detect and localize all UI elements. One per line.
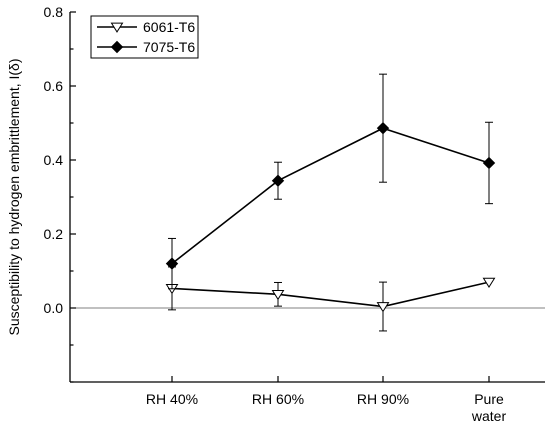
series-line	[171, 127, 490, 265]
y-axis: 0.0 0.2 0.4 0.6 0.8	[44, 4, 76, 383]
y-tick-label: 0.8	[44, 4, 64, 20]
data-point	[165, 257, 179, 270]
series-7075-T6	[165, 73, 496, 290]
plot-frame	[69, 12, 545, 383]
series-layer	[165, 73, 496, 332]
data-point	[271, 289, 285, 301]
x-tick-label: Pure water	[471, 391, 507, 424]
legend: 6061-T6 7075-T6	[90, 15, 199, 59]
y-tick-label: 0.6	[44, 78, 64, 94]
series-line	[171, 281, 490, 308]
series-6061-T6	[165, 266, 496, 332]
legend-label: 6061-T6	[143, 19, 195, 35]
y-tick-label: 0.4	[44, 152, 64, 168]
y-axis-label: Susceptibility to hydrogen embrittlement…	[6, 58, 22, 335]
data-point	[271, 174, 285, 187]
y-tick-label: 0.2	[44, 226, 64, 242]
data-point	[376, 302, 390, 313]
data-point	[482, 277, 496, 288]
data-point	[482, 156, 496, 170]
y-tick-label: 0.0	[44, 300, 64, 316]
x-tick-label: RH 60%	[252, 391, 304, 407]
x-axis: RH 40% RH 60% RH 90% Pure water	[146, 376, 507, 424]
x-tick-label: RH 40%	[146, 391, 198, 407]
legend-marker	[110, 40, 124, 54]
legend-label: 7075-T6	[143, 39, 195, 55]
x-tick-label: RH 90%	[357, 391, 409, 407]
legend-box	[90, 15, 199, 59]
data-point	[376, 121, 390, 135]
legend-marker	[110, 22, 124, 33]
